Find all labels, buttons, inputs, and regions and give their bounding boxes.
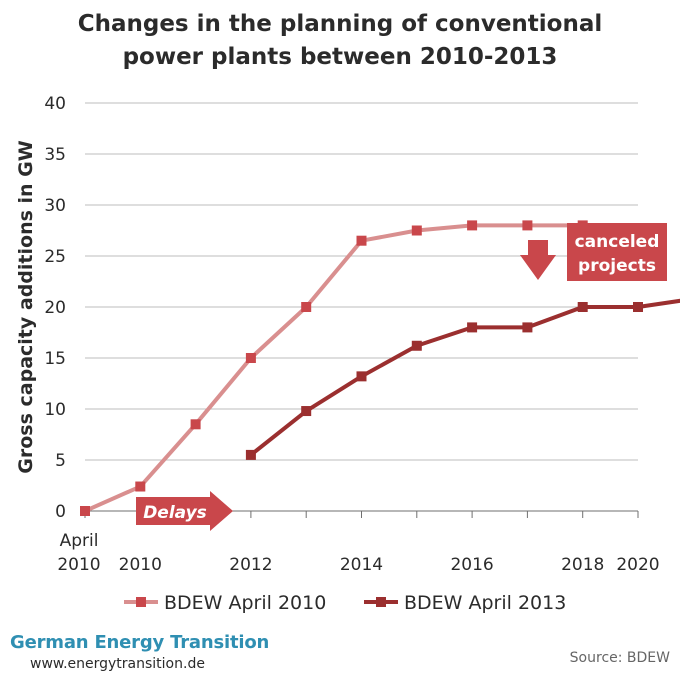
y-tick-label-40: 40	[44, 94, 66, 114]
series-line-1	[249, 298, 680, 457]
series-line-0	[84, 223, 583, 513]
chart-title-line-1: Changes in the planning of conventional	[77, 11, 603, 37]
series-0-point-1	[135, 481, 146, 492]
y-tick-label-5: 5	[55, 451, 66, 471]
series-1-point-2	[356, 371, 367, 382]
series-0-point-5	[356, 235, 367, 246]
x-tick-label-1: 2010	[119, 555, 162, 575]
x-tick-label-2: 2012	[229, 555, 272, 575]
y-tick-label-20: 20	[44, 298, 66, 318]
x-tick-label-3: 2014	[340, 555, 383, 575]
legend-label-1: BDEW April 2013	[404, 592, 566, 614]
legend-swatch-marker-0	[136, 597, 146, 607]
y-tick-label-15: 15	[44, 349, 66, 369]
series-1-point-4	[467, 322, 478, 333]
y-tick-label-35: 35	[44, 145, 66, 165]
source-note: Source: BDEW	[569, 650, 670, 666]
y-tick-label-25: 25	[44, 247, 66, 267]
chart-title: Changes in the planning of conventional …	[0, 8, 680, 74]
y-tick-label-10: 10	[44, 400, 66, 420]
legend-swatch-marker-1	[376, 597, 386, 607]
series-1-point-3	[411, 340, 422, 351]
x-tick-label-5: 2018	[561, 555, 604, 575]
chart-title-line-2: power plants between 2010-2013	[122, 44, 558, 70]
brand-url[interactable]: www.energytransition.de	[30, 656, 205, 672]
series-0-point-0	[80, 506, 90, 516]
canceled-label-line-2: projects	[578, 256, 656, 276]
y-axis-title: Gross capacity additions in GW	[15, 140, 37, 473]
series-0-point-4	[301, 302, 312, 312]
series-0-point-3	[245, 353, 256, 363]
canceled-arrow	[520, 240, 556, 280]
legend-label-0: BDEW April 2010	[164, 592, 326, 614]
x-tick-label-4: 2016	[450, 555, 493, 575]
brand-name: German Energy Transition	[10, 632, 270, 653]
x-tick-label-top-0: April	[60, 531, 99, 551]
series-0-point-6	[411, 225, 422, 236]
series-1-point-7	[633, 302, 643, 312]
delays-arrow	[136, 491, 233, 531]
series-0-point-8	[522, 220, 533, 231]
series-1-point-0	[245, 449, 256, 460]
x-tick-label-6: 2020	[616, 555, 659, 575]
series-0-point-7	[467, 220, 478, 231]
series-1-point-5	[522, 322, 533, 333]
series-1-point-6	[577, 302, 588, 312]
delays-label: Delays	[143, 503, 207, 523]
y-tick-label-0: 0	[55, 502, 66, 522]
series-0-point-2	[190, 419, 201, 430]
x-tick-label-0: 2010	[57, 555, 100, 575]
series-1-point-1	[301, 406, 312, 417]
canceled-label-line-1: canceled	[575, 232, 660, 252]
canceled-box	[567, 223, 667, 281]
y-tick-label-30: 30	[44, 196, 66, 216]
